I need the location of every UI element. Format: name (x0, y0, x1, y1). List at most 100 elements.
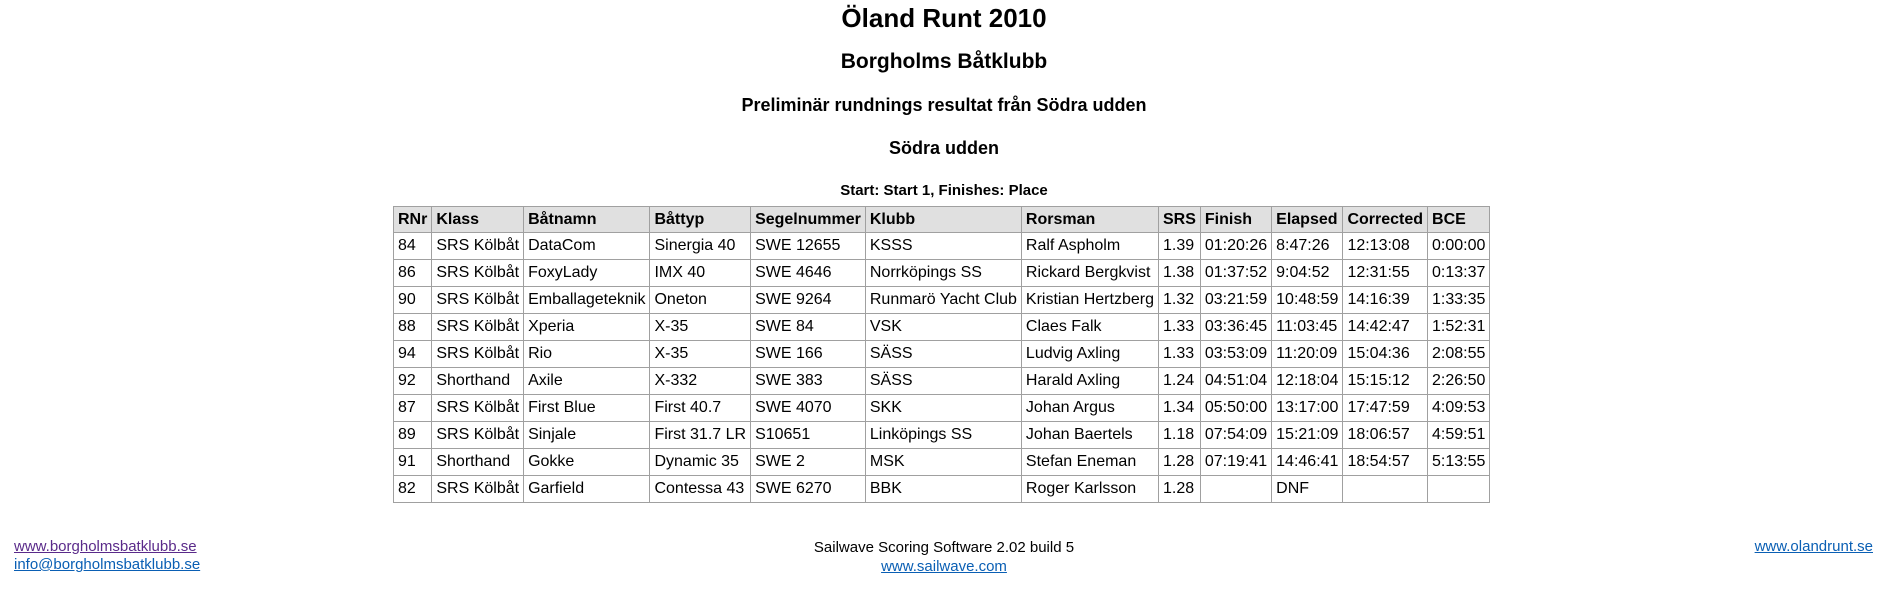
start-info: Start: Start 1, Finishes: Place (840, 182, 1048, 199)
table-cell: 01:20:26 (1199, 232, 1273, 260)
table-cell: 91 (392, 448, 433, 476)
table-cell: Gokke (523, 448, 651, 476)
table-cell: 1:52:31 (1427, 313, 1491, 341)
table-cell: IMX 40 (649, 259, 752, 287)
table-cell: S10651 (750, 421, 866, 449)
table-cell (1427, 475, 1491, 503)
table-cell: DNF (1271, 475, 1344, 503)
table-cell: 1.34 (1157, 394, 1201, 422)
results-body: 84 SRS Kölbåt DataCom Sinergia 40 SWE 12655 K… (392, 232, 1491, 503)
table-cell: 07:54:09 (1199, 421, 1273, 449)
club-name: Borgholms Båtklubb (840, 50, 1048, 73)
table-cell: BBK (864, 475, 1022, 503)
table-cell: 1.38 (1157, 259, 1201, 287)
results-table: RNr Klass Båtnamn Båttyp Segelnummer Klu… (392, 206, 1491, 503)
table-cell (1199, 475, 1273, 503)
table-cell: 1.39 (1157, 232, 1201, 260)
column-header: Corrected (1342, 206, 1429, 233)
table-cell: 12:31:55 (1342, 259, 1429, 287)
table-cell: 2:26:50 (1427, 367, 1491, 395)
table-cell: Shorthand (431, 367, 525, 395)
column-header: Segelnummer (750, 206, 866, 233)
column-header: Båtnamn (523, 206, 651, 233)
table-row: 94 SRS Kölbåt Rio X-35 SWE 166 SÄSS Ludvig Axl… (392, 340, 1491, 368)
page-title: Öland Runt 2010 (841, 3, 1047, 33)
table-cell: Sinjale (523, 421, 651, 449)
table-cell: SRS Kölbåt (431, 340, 525, 368)
table-cell: 4:59:51 (1427, 421, 1491, 449)
sailwave-link[interactable]: www.sailwave.com (881, 558, 1007, 575)
table-cell: SWE 2 (750, 448, 866, 476)
table-cell: SWE 4070 (750, 394, 866, 422)
table-cell: 03:36:45 (1199, 313, 1273, 341)
table-cell: 1.32 (1157, 286, 1201, 314)
table-cell: Johan Baertels (1020, 421, 1159, 449)
club-website-link[interactable]: www.borgholmsbatklubb.se (14, 538, 197, 555)
table-cell: SWE 6270 (750, 475, 866, 503)
table-cell: 9:04:52 (1271, 259, 1344, 287)
footer-right: www.olandrunt.se (1755, 538, 1873, 556)
table-cell: 84 (392, 232, 433, 260)
footer-center: Sailwave Scoring Software 2.02 build 5 w… (0, 538, 1888, 576)
table-cell: SWE 4646 (750, 259, 866, 287)
table-row: 82 SRS Kölbåt Garfield Contessa 43 SWE 6270 B… (392, 475, 1491, 503)
table-cell: 0:13:37 (1427, 259, 1491, 287)
table-cell: Runmarö Yacht Club (864, 286, 1022, 314)
table-cell: First Blue (523, 394, 651, 422)
table-cell: SRS Kölbåt (431, 286, 525, 314)
table-cell: Claes Falk (1020, 313, 1159, 341)
column-header: Båttyp (649, 206, 752, 233)
table-cell: 8:47:26 (1271, 232, 1344, 260)
table-cell: Kristian Hertzberg (1020, 286, 1159, 314)
table-cell: 90 (392, 286, 433, 314)
table-cell: 1:33:35 (1427, 286, 1491, 314)
column-header: RNr (392, 206, 433, 233)
table-cell: SRS Kölbåt (431, 313, 525, 341)
table-cell: 07:19:41 (1199, 448, 1273, 476)
table-cell: Axile (523, 367, 651, 395)
table-cell: 14:46:41 (1271, 448, 1344, 476)
table-cell: Oneton (649, 286, 752, 314)
table-cell: 17:47:59 (1342, 394, 1429, 422)
column-header: SRS (1157, 206, 1201, 233)
table-cell: 1.28 (1157, 475, 1201, 503)
table-cell: Garfield (523, 475, 651, 503)
table-cell: 14:42:47 (1342, 313, 1429, 341)
table-cell: Norrköpings SS (864, 259, 1022, 287)
table-cell: 92 (392, 367, 433, 395)
table-cell: Ralf Aspholm (1020, 232, 1159, 260)
table-cell: FoxyLady (523, 259, 651, 287)
olandrunt-link[interactable]: www.olandrunt.se (1754, 538, 1873, 555)
column-header: Finish (1199, 206, 1273, 233)
table-cell: Harald Axling (1020, 367, 1159, 395)
table-row: 90 SRS Kölbåt Emballageteknik Oneton SWE 926… (392, 286, 1491, 314)
section-title: Södra udden (888, 138, 999, 158)
table-cell: Rickard Bergkvist (1020, 259, 1159, 287)
table-cell: 0:00:00 (1427, 232, 1491, 260)
table-cell: 13:17:00 (1271, 394, 1344, 422)
table-cell: KSSS (864, 232, 1022, 260)
footer-left: www.borgholmsbatklubb.se info@borgholmsb… (14, 538, 200, 574)
table-row: 91 Shorthand Gokke Dynamic 35 SWE 2 MSK Stefan… (392, 448, 1491, 476)
table-cell: 15:21:09 (1271, 421, 1344, 449)
table-cell: Sinergia 40 (649, 232, 752, 260)
table-cell: Shorthand (431, 448, 525, 476)
table-cell: 11:20:09 (1271, 340, 1344, 368)
table-cell: SWE 9264 (750, 286, 866, 314)
table-cell: 12:13:08 (1342, 232, 1429, 260)
table-cell: VSK (864, 313, 1022, 341)
table-cell: 03:53:09 (1199, 340, 1273, 368)
table-cell: SWE 383 (750, 367, 866, 395)
table-cell: 03:21:59 (1199, 286, 1273, 314)
table-cell: SÄSS (864, 367, 1022, 395)
table-cell: DataCom (523, 232, 651, 260)
table-cell: Xperia (523, 313, 651, 341)
table-cell: 5:13:55 (1427, 448, 1491, 476)
table-cell: 1.33 (1157, 340, 1201, 368)
club-email-link[interactable]: info@borgholmsbatklubb.se (14, 556, 201, 573)
table-cell: 94 (392, 340, 433, 368)
column-header: Rorsman (1020, 206, 1159, 233)
table-cell: X-332 (649, 367, 752, 395)
table-cell: X-35 (649, 340, 752, 368)
table-cell: 05:50:00 (1199, 394, 1273, 422)
